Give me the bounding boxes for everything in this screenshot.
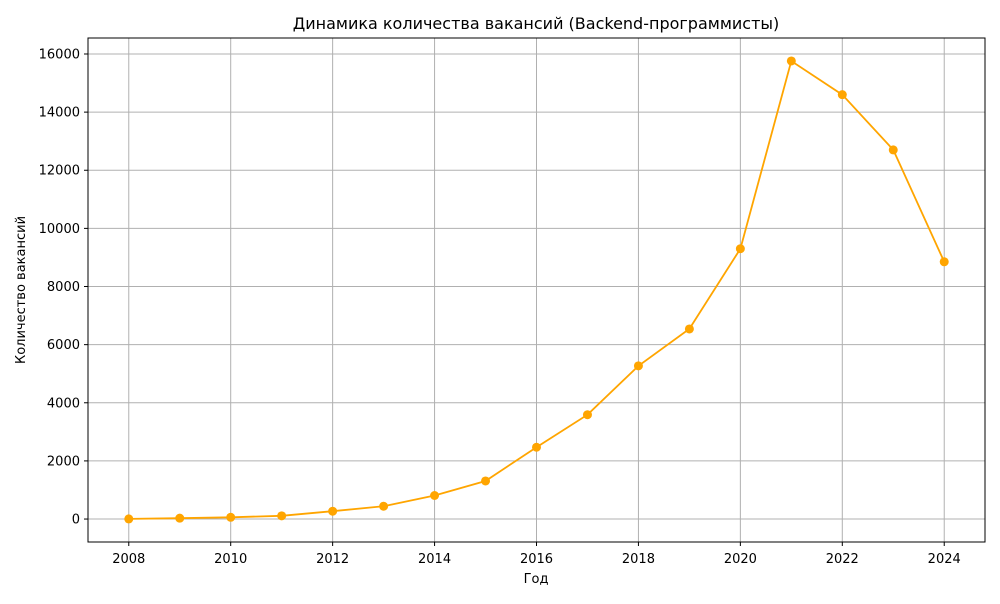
y-tick-label: 6000 [47, 338, 80, 353]
y-tick-label: 2000 [47, 454, 80, 469]
data-point-2013 [379, 501, 389, 511]
data-point-2015 [481, 476, 491, 486]
y-axis-label: Количество вакансий [14, 216, 29, 364]
y-axis-ticks: 0 2000 4000 6000 8000 10000 12000 14000 16000 [39, 47, 88, 528]
data-point-2023 [888, 145, 898, 155]
data-point-2017 [582, 410, 592, 420]
y-tick-label: 10000 [39, 222, 80, 237]
x-axis-ticks: 2008 2010 2012 2014 2016 2018 2020 2022 2024 [112, 542, 961, 567]
y-tick-label: 16000 [39, 47, 80, 62]
x-tick-label: 2024 [928, 552, 961, 567]
x-tick-label: 2010 [214, 552, 247, 567]
data-point-2024 [939, 257, 949, 267]
data-point-2016 [532, 442, 541, 452]
x-tick-label: 2008 [112, 552, 145, 567]
x-tick-label: 2016 [520, 552, 553, 567]
data-point-2009 [175, 513, 185, 523]
data-point-2011 [277, 511, 287, 521]
grid [88, 38, 985, 542]
x-tick-label: 2022 [826, 552, 859, 567]
data-point-2022 [837, 90, 847, 100]
plot-frame [87, 37, 986, 543]
y-tick-label: 4000 [47, 396, 80, 411]
data-point-2019 [684, 324, 694, 334]
y-tick-label: 12000 [39, 164, 80, 179]
data-point-2012 [328, 506, 338, 516]
x-tick-label: 2018 [622, 552, 655, 567]
chart-title: Динамика количества вакансий (Backend-пр… [293, 14, 780, 33]
x-tick-label: 2012 [316, 552, 349, 567]
y-tick-label: 14000 [39, 106, 80, 121]
x-tick-label: 2020 [724, 552, 757, 567]
y-tick-label: 8000 [47, 280, 80, 295]
data-point-2018 [633, 361, 643, 371]
series-layer [124, 56, 949, 524]
data-point-2008 [124, 514, 134, 524]
x-axis-label: Год [524, 572, 549, 587]
x-tick-label: 2014 [418, 552, 451, 567]
data-point-2021 [786, 56, 796, 66]
data-point-2014 [430, 490, 440, 500]
data-point-2010 [226, 512, 236, 522]
data-point-2020 [735, 244, 745, 254]
y-tick-label: 0 [72, 513, 80, 528]
